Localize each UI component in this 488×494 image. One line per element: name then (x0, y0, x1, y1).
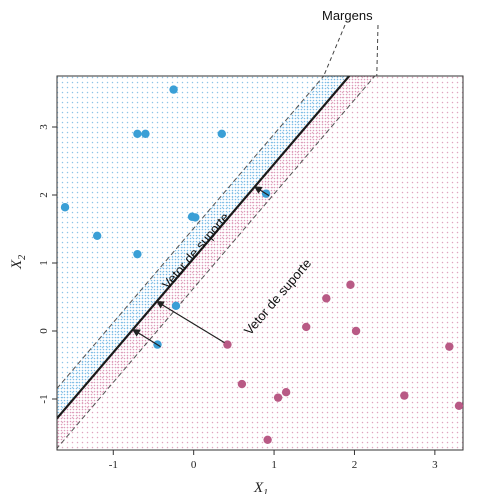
plot-background (57, 76, 463, 450)
blue-data-point (217, 129, 227, 138)
blue-data-point (169, 85, 178, 94)
data-points (60, 85, 464, 444)
y-tick-label: -1 (38, 394, 50, 403)
x-tick-label: 0 (191, 459, 197, 471)
y-axis: -1 0 1 2 3 (38, 124, 57, 404)
decision-boundary-line (57, 76, 351, 421)
support-vector-arrows (131, 186, 270, 348)
x-tick-label: -1 (109, 459, 118, 471)
pink-data-point (454, 401, 464, 410)
pink-class-region (57, 76, 463, 450)
blue-data-point (133, 249, 142, 259)
leader-line (376, 24, 379, 77)
leader-line (323, 24, 346, 77)
pink-data-point (302, 322, 311, 332)
pink-data-point (281, 388, 291, 397)
blue-data-point (60, 203, 70, 212)
pink-data-point (273, 393, 283, 402)
y-axis-label: X2 (9, 255, 28, 270)
blue-data-point (141, 129, 150, 138)
pink-data-point (400, 391, 409, 400)
blue-data-point (133, 129, 142, 138)
support-vector-arrow (155, 300, 225, 344)
x-axis: -1 0 1 2 3 (109, 450, 438, 471)
pink-data-point (223, 340, 232, 349)
x-axis-label: X1 (253, 480, 268, 494)
annotation-margens-leaders (323, 24, 379, 77)
blue-data-point (92, 231, 102, 240)
annotation-margens: Margens (322, 8, 373, 23)
y-tick-label: 1 (38, 260, 50, 266)
pink-data-point (445, 342, 454, 351)
x-tick-label: 1 (271, 459, 277, 471)
support-vector-arrow (253, 186, 270, 197)
x-tick-label: 3 (432, 459, 438, 471)
blue-data-point (171, 301, 181, 311)
margin-lines (57, 76, 376, 450)
y-tick-label: 0 (38, 328, 50, 334)
pink-data-point (351, 326, 361, 336)
y-tick-label: 2 (38, 192, 50, 198)
pink-data-point (263, 435, 272, 444)
blue-data-point (191, 213, 200, 222)
y-tick-label: 3 (38, 124, 50, 130)
support-vector-arrow (131, 329, 161, 348)
pink-data-point (237, 379, 247, 389)
pink-data-point (346, 280, 355, 289)
x-tick-label: 2 (352, 459, 358, 471)
pink-data-point (322, 294, 331, 303)
